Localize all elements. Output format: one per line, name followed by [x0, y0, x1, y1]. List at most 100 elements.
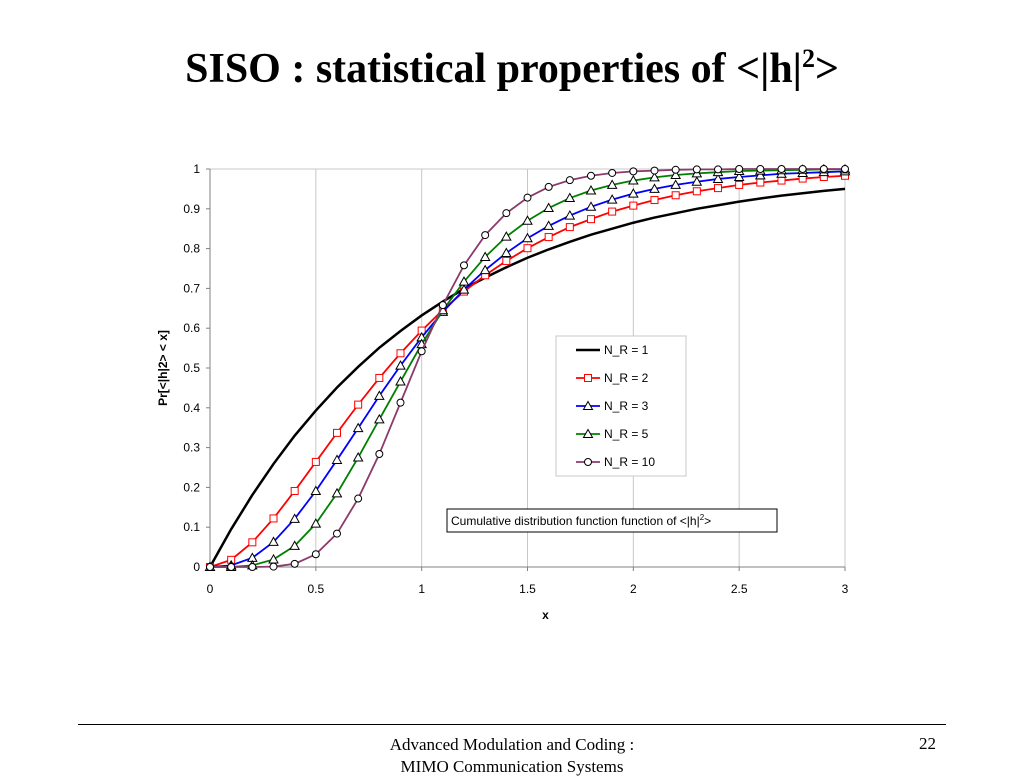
data-point — [606, 179, 618, 189]
data-point — [417, 347, 426, 356]
data-point — [396, 349, 405, 358]
series-line — [208, 187, 846, 568]
data-point — [733, 171, 745, 181]
data-point — [692, 187, 701, 196]
data-point — [670, 169, 682, 179]
data-point — [777, 165, 786, 173]
legend: N_R = 1 N_R = 2 N_R = 3 N_R = 5 N_R = 10 — [555, 335, 687, 477]
data-point — [522, 215, 533, 225]
data-point — [714, 165, 722, 174]
data-point — [523, 244, 532, 253]
data-point — [311, 457, 320, 466]
data-point — [333, 428, 341, 437]
data-point — [352, 452, 364, 462]
data-point — [331, 454, 343, 464]
axes: 0 0.1 0.2 0.3 0.4 0.5 0.6 0.7 0.8 0.9 1 0 0.5 1 1.5 2 2.… — [156, 162, 849, 622]
data-point — [310, 518, 322, 528]
x-tick-label: 0.5 — [307, 582, 324, 596]
legend-marker — [584, 374, 592, 382]
data-point — [544, 233, 553, 242]
footer-line-2: MIMO Communication Systems — [400, 757, 624, 776]
data-point — [735, 165, 744, 173]
data-point — [819, 165, 828, 173]
data-point — [671, 191, 680, 200]
data-point — [587, 215, 595, 224]
data-point — [354, 494, 363, 503]
data-point — [458, 276, 470, 286]
slide-title-end: > — [814, 46, 839, 92]
data-point — [502, 256, 511, 265]
series-4 — [206, 165, 849, 571]
y-tick-label: 0.4 — [183, 401, 200, 415]
data-point — [375, 449, 384, 458]
data-point — [289, 540, 301, 550]
data-point — [502, 209, 511, 218]
data-point — [712, 173, 724, 183]
y-tick-label: 0.2 — [183, 480, 200, 494]
y-tick-label: 0.8 — [183, 242, 200, 256]
data-point — [564, 192, 576, 203]
data-point — [670, 179, 682, 189]
slide-title-superscript: 2 — [801, 44, 815, 73]
y-tick-label: 0.7 — [183, 281, 200, 295]
data-point — [587, 171, 595, 180]
series-1 — [206, 171, 849, 571]
data-point — [331, 487, 343, 498]
data-point — [500, 231, 512, 241]
data-point — [627, 175, 639, 185]
data-point — [565, 223, 574, 232]
legend-label: N_R = 1 — [604, 343, 649, 357]
data-point — [500, 247, 512, 257]
data-point — [627, 188, 639, 198]
data-point — [564, 210, 576, 220]
data-point — [227, 563, 236, 571]
data-point — [649, 183, 660, 193]
data-point — [522, 232, 533, 243]
x-tick-label: 2.5 — [731, 582, 748, 596]
x-tick-label: 3 — [842, 582, 849, 596]
data-point — [290, 559, 299, 568]
data-point — [352, 422, 364, 433]
data-point — [777, 176, 786, 185]
data-point — [756, 178, 765, 187]
data-point — [373, 413, 385, 424]
data-point — [481, 231, 490, 240]
legend-marker — [582, 400, 594, 410]
data-point — [671, 165, 680, 174]
annotation-box: Cumulative distribution function functio… — [446, 508, 778, 533]
legend-label: N_R = 2 — [604, 371, 649, 385]
data-point — [268, 553, 279, 564]
data-point — [756, 165, 765, 173]
footer-text: Advanced Modulation and Coding : MIMO Co… — [300, 734, 724, 778]
x-tick-label: 0 — [207, 582, 214, 596]
legend-label: N_R = 3 — [604, 399, 649, 413]
data-point — [290, 486, 299, 495]
y-tick-label: 0.9 — [183, 202, 200, 216]
data-point — [629, 201, 638, 210]
data-point — [629, 167, 638, 176]
data-point — [438, 301, 447, 310]
data-point — [650, 196, 659, 205]
y-tick-label: 0.6 — [183, 321, 200, 335]
data-point — [650, 166, 659, 175]
data-point — [606, 194, 618, 204]
data-point — [691, 176, 703, 186]
data-point — [714, 184, 722, 193]
data-point — [206, 563, 214, 571]
data-point — [354, 400, 363, 409]
footer-line-1: Advanced Modulation and Coding : — [389, 735, 635, 754]
slide-title: SISO : statistical properties of <|h|2> — [0, 44, 1024, 93]
data-point — [735, 180, 744, 189]
data-point — [248, 563, 257, 571]
data-point — [269, 562, 278, 571]
data-point — [754, 169, 766, 180]
series-2 — [204, 165, 851, 571]
data-point — [311, 550, 320, 559]
data-point — [841, 165, 849, 173]
y-axis-label: Pr[<|h|2> < x] — [156, 330, 170, 406]
data-point — [608, 207, 617, 216]
legend-label: N_R = 5 — [604, 427, 649, 441]
x-tick-label: 1 — [418, 582, 425, 596]
grid-lines — [209, 168, 846, 568]
y-tick-label: 0.1 — [183, 520, 200, 534]
